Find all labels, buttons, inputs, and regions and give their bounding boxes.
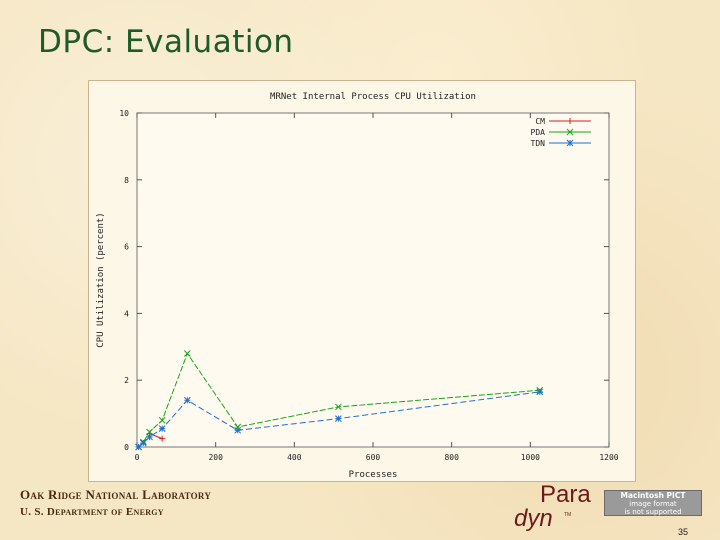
legend-label-tdn: TDN (531, 139, 546, 148)
legend: CM PDA TDN (531, 117, 591, 148)
x-tick-label: 400 (287, 453, 302, 462)
y-tick-label: 6 (124, 243, 129, 252)
data-point-pda-d2 (146, 428, 153, 436)
series-layer (135, 350, 544, 451)
logo-text-para: Para (540, 481, 591, 508)
pict-line-3: is not supported (624, 508, 682, 516)
series-line-tdn (138, 391, 540, 448)
chart-title: MRNet Internal Process CPU Utilization (270, 92, 476, 102)
series-tdn (135, 388, 544, 451)
cpu-utilization-chart: MRNet Internal Process CPU Utilization P… (96, 92, 619, 480)
x-tick-label: 0 (135, 453, 140, 462)
slide-title: DPC: Evaluation (38, 24, 294, 60)
data-point-tdn-d2 (335, 415, 342, 422)
x-tick-label: 600 (366, 453, 381, 462)
chart-panel: MRNet Internal Process CPU Utilization P… (88, 80, 636, 482)
logo-trademark: TM (564, 512, 571, 518)
data-point-pda-d2 (158, 416, 166, 424)
logo-text-dyn: dyn (514, 505, 553, 532)
legend-label-pda: PDA (531, 128, 546, 137)
x-axis-label: Processes (349, 470, 398, 480)
plot-area (136, 112, 610, 448)
legend-marker-pda-d2 (566, 128, 574, 136)
x-tick-label: 1000 (521, 453, 540, 462)
data-point-tdn-d2 (158, 425, 166, 432)
data-point-tdn-d2 (536, 388, 544, 396)
data-point-pda-d2 (335, 403, 342, 411)
data-point-tdn-d2 (146, 433, 153, 441)
y-tick-label: 4 (124, 309, 129, 318)
axis-ticks: 0 200 400 600 800 1000 1200 0 2 4 6 8 10 (119, 109, 618, 462)
page-number: 35 (678, 527, 689, 537)
data-point-tdn-d2 (183, 396, 191, 404)
footer-doe-name: U. S. Department of Energy (20, 506, 164, 518)
x-tick-label: 200 (208, 453, 223, 462)
pict-line-2: image format (629, 500, 677, 508)
footer-lab-name: Oak Ridge National Laboratory (20, 487, 212, 502)
y-tick-label: 8 (124, 176, 129, 185)
data-point-tdn-d2 (234, 426, 242, 434)
x-tick-label: 800 (444, 453, 459, 462)
legend-marker-tdn-d2 (566, 139, 574, 147)
y-axis-label: CPU Utilization (percent) (96, 212, 106, 347)
x-tick-label: 1200 (599, 453, 618, 462)
legend-label-cm: CM (535, 117, 545, 126)
paradyn-logo: Para dyn TM (514, 481, 591, 532)
data-point-tdn-d2 (139, 439, 147, 447)
pict-line-1: Macintosh PICT (620, 491, 686, 500)
y-tick-label: 2 (124, 376, 129, 385)
pict-placeholder-image: Macintosh PICT image format is not suppo… (604, 490, 702, 516)
data-point-tdn-d2 (135, 443, 142, 451)
data-point-pda-d2 (183, 350, 191, 357)
y-tick-label: 10 (119, 109, 129, 118)
y-tick-label: 0 (124, 443, 129, 452)
